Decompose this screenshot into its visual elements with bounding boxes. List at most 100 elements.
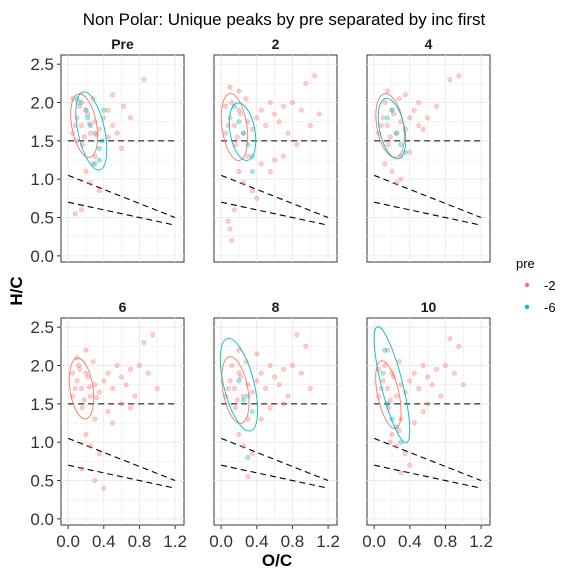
data-point [382,347,388,353]
data-point [434,103,440,109]
x-tick-label: 0.8 [128,532,152,551]
data-point [87,123,93,129]
data-point [385,142,391,148]
data-point [92,161,98,167]
x-tick-label: 1.2 [316,532,340,551]
data-point [223,130,229,136]
data-point [407,462,413,468]
data-point [380,378,386,384]
data-point [238,111,244,117]
gridlines [367,55,490,262]
data-point [460,382,466,388]
data-point [434,366,440,372]
data-point [105,409,111,415]
data-point [378,123,384,129]
data-point [416,100,422,106]
data-point [384,386,390,392]
data-point [225,218,231,224]
y-tick-label: 0.0 [30,247,54,266]
data-point [267,405,273,411]
facet-panel: 8 [213,299,338,526]
data-point [249,169,255,175]
reference-line [220,437,329,482]
data-point [398,470,404,476]
data-point [272,157,278,163]
data-point [384,123,390,129]
data-point [425,115,431,121]
data-point [90,359,96,365]
confidence-ellipse [220,93,249,161]
data-point [249,451,255,457]
data-point [232,123,238,129]
data-point [236,169,242,175]
y-tick-label: 2.5 [30,55,54,74]
data-point [298,107,304,113]
data-point [451,370,457,376]
data-point [303,80,309,86]
data-point [245,153,251,159]
data-point [234,397,240,403]
data-point [128,115,134,121]
data-point [429,382,435,388]
y-tick-label: 2.0 [30,94,54,113]
data-point [298,370,304,376]
data-point [94,395,100,401]
data-point [393,443,399,449]
data-point [307,386,313,392]
data-point [456,73,462,79]
x-tick-label: 0.4 [92,532,116,551]
legend-title: pre [516,256,535,271]
confidence-ellipse [75,91,108,171]
data-point [87,393,93,399]
data-point [240,397,246,403]
data-point [72,211,78,217]
data-point [281,153,287,159]
data-point [407,378,413,384]
facet-strip-label: 10 [421,299,437,315]
data-point [382,161,388,167]
data-point [150,332,156,338]
data-point [236,378,242,384]
data-point [87,384,93,390]
data-point [77,366,83,372]
data-point [96,157,102,163]
data-point [285,130,291,136]
data-point [254,115,260,121]
x-axis-title: O/C [262,551,292,570]
data-point [232,386,238,392]
facet-strip-label: 8 [272,299,280,315]
gridlines [214,318,337,525]
data-point [245,455,251,461]
reference-line [373,437,482,482]
data-point [411,420,417,426]
data-point [76,363,82,369]
panel-background [366,54,491,263]
data-point [119,374,125,380]
reference-line [221,464,329,489]
data-point [145,370,151,376]
data-point [72,386,78,392]
data-point [240,130,246,136]
data-point [141,340,147,346]
data-point [227,378,233,384]
x-tick-label: 0.0 [209,532,233,551]
data-point [438,393,444,399]
data-point [79,100,85,106]
data-point [407,149,413,155]
data-point [411,370,417,376]
data-point [90,161,96,167]
data-point [141,77,147,83]
data-point [128,366,134,372]
data-point [307,123,313,129]
data-point [227,226,233,232]
data-point [294,332,300,338]
data-point [225,386,231,392]
legend-entry-label: -6 [544,300,556,315]
confidence-ellipse [70,93,99,158]
data-point [396,96,402,102]
data-point [83,107,89,113]
x-tick-label: 0.8 [281,532,305,551]
data-point [289,100,295,106]
panel-background [213,317,338,526]
data-point [249,126,255,132]
